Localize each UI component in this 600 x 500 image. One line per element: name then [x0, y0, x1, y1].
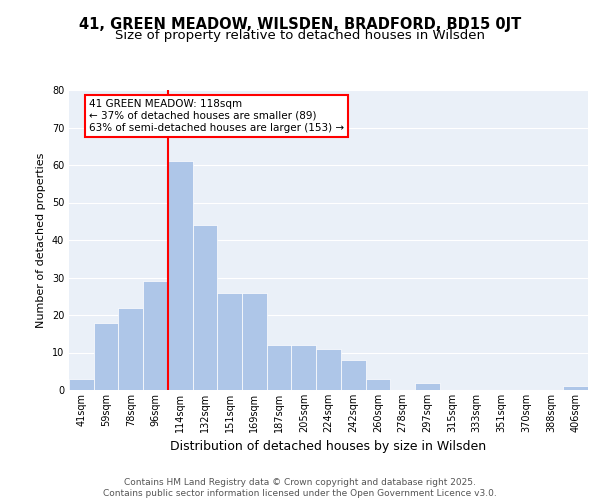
Bar — [143, 281, 168, 390]
Text: 41 GREEN MEADOW: 118sqm
← 37% of detached houses are smaller (89)
63% of semi-de: 41 GREEN MEADOW: 118sqm ← 37% of detache… — [89, 100, 344, 132]
Bar — [168, 161, 193, 390]
Bar — [217, 292, 242, 390]
Bar — [118, 308, 143, 390]
Bar — [316, 349, 341, 390]
Bar — [94, 322, 118, 390]
Text: 41, GREEN MEADOW, WILSDEN, BRADFORD, BD15 0JT: 41, GREEN MEADOW, WILSDEN, BRADFORD, BD1… — [79, 18, 521, 32]
Bar — [563, 386, 588, 390]
Bar — [267, 345, 292, 390]
Bar — [415, 382, 440, 390]
Bar — [193, 225, 217, 390]
Bar — [242, 292, 267, 390]
Bar — [365, 379, 390, 390]
Bar — [69, 379, 94, 390]
Text: Size of property relative to detached houses in Wilsden: Size of property relative to detached ho… — [115, 29, 485, 42]
Bar — [292, 345, 316, 390]
Y-axis label: Number of detached properties: Number of detached properties — [36, 152, 46, 328]
Text: Contains HM Land Registry data © Crown copyright and database right 2025.
Contai: Contains HM Land Registry data © Crown c… — [103, 478, 497, 498]
Bar — [341, 360, 365, 390]
X-axis label: Distribution of detached houses by size in Wilsden: Distribution of detached houses by size … — [170, 440, 487, 454]
